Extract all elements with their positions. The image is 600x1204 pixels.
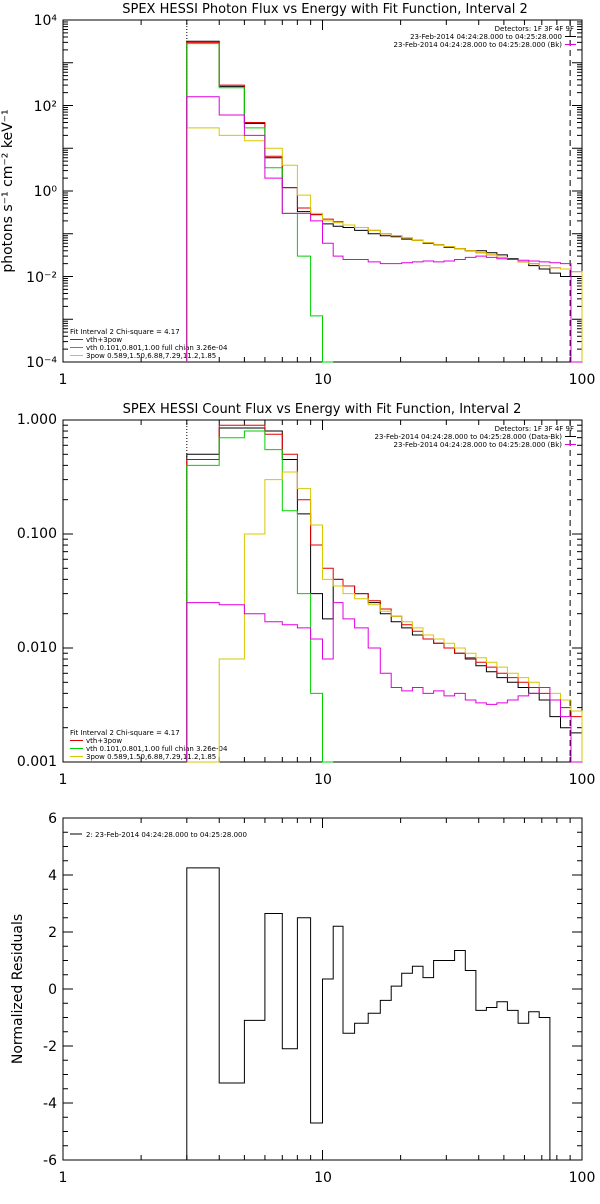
panel1-y-tick-1e-4: 10⁻⁴ bbox=[26, 355, 57, 371]
panel2-series-vth-3pow bbox=[186, 424, 583, 762]
panel3-y-tick-2: 2 bbox=[48, 925, 57, 941]
panel1-y-tick-1e-2: 10⁻² bbox=[26, 270, 57, 286]
panel1-legend: Fit Interval 2 Chi-square = 4.17 vth+3po… bbox=[70, 328, 228, 360]
panel3-y-label: Normalized Residuals bbox=[10, 914, 26, 1064]
panel2-header-detectors: Detectors: 1F 3F 4F 9F bbox=[495, 425, 574, 433]
panel1-marks bbox=[62, 19, 583, 363]
panel1-x-tick-1: 1 bbox=[59, 372, 68, 388]
panel2-x-tick-1: 1 bbox=[59, 772, 68, 788]
panel2-marks bbox=[62, 419, 583, 763]
panel1-y-tick-1e2: 10² bbox=[34, 99, 57, 115]
panel3-y-tick-m6: -6 bbox=[43, 1153, 57, 1169]
panel1-legend-vth3pow: vth+3pow bbox=[86, 336, 122, 344]
photon-flux-panel: SPEX HESSI Photon Flux vs Energy with Fi… bbox=[0, 2, 595, 388]
panel2-legend: Fit Interval 2 Chi-square = 4.17 vth+3po… bbox=[70, 729, 228, 761]
panel1-x-tick-100: 100 bbox=[569, 372, 596, 388]
panel3-y-ticks: -6 -4 -2 0 2 4 6 bbox=[43, 811, 57, 1169]
panel2-header-interval: 23-Feb-2014 04:24:28.000 to 04:25:28.000… bbox=[375, 433, 563, 441]
panel1-legend-vth: vth 0.101,0.801,1.00 full chian 3.26e-04 bbox=[86, 344, 228, 352]
panel1-x-tick-10: 10 bbox=[314, 372, 332, 388]
panel3-y-tick-m2: -2 bbox=[43, 1039, 57, 1055]
panel1-series-data bbox=[186, 40, 583, 362]
panel3-x-tick-100: 100 bbox=[569, 1170, 596, 1186]
panel2-series-3pow bbox=[186, 471, 583, 763]
residuals-panel: 1 10 100 -6 -4 -2 0 2 4 6 Normalized Res… bbox=[10, 811, 595, 1186]
panel3-x-tick-10: 10 bbox=[314, 1170, 332, 1186]
panel2-series-background bbox=[186, 602, 582, 763]
panel2-x-ticks: 1 10 100 bbox=[59, 772, 596, 788]
panel2-x-tick-100: 100 bbox=[569, 772, 596, 788]
panel1-header: Detectors: 1F 3F 4F 9F 23-Feb-2014 04:24… bbox=[394, 25, 574, 49]
panel3-y-tick-m4: -4 bbox=[43, 1096, 57, 1112]
panel1-series-vth bbox=[186, 43, 334, 363]
panel2-header-bk: 23-Feb-2014 04:24:28.000 to 04:25:28.000… bbox=[394, 441, 563, 449]
panel1-header-interval: 23-Feb-2014 04:24:28.000 to 04:25:28.000 bbox=[410, 33, 562, 41]
panel1-header-bk: 23-Feb-2014 04:24:28.000 to 04:25:28.000… bbox=[394, 41, 563, 49]
panel2-y-tick-1.000: 1.000 bbox=[17, 412, 57, 428]
plot-layer bbox=[62, 19, 583, 1161]
panel2-header: Detectors: 1F 3F 4F 9F 23-Feb-2014 04:24… bbox=[375, 425, 574, 449]
panel1-series-vth-3pow bbox=[186, 41, 583, 362]
count-flux-panel: SPEX HESSI Count Flux vs Energy with Fit… bbox=[17, 402, 595, 788]
panel3-x-tick-1: 1 bbox=[59, 1170, 68, 1186]
panel1-y-tick-1e4: 10⁴ bbox=[34, 13, 58, 29]
panel2-series-data bbox=[186, 427, 583, 762]
panel1-y-tick-1e0: 10⁰ bbox=[34, 184, 58, 200]
panel3-series-residuals bbox=[186, 867, 551, 1160]
panel1-legend-fit: Fit Interval 2 Chi-square = 4.17 bbox=[70, 328, 180, 336]
panel2-series-vth bbox=[186, 430, 334, 763]
panel3-y-tick-0: 0 bbox=[48, 982, 57, 998]
panel2-y-tick-0.010: 0.010 bbox=[17, 640, 57, 656]
panel1-title: SPEX HESSI Photon Flux vs Energy with Fi… bbox=[122, 2, 528, 17]
panel2-y-tick-0.100: 0.100 bbox=[17, 526, 57, 542]
panel2-y-ticks: 0.001 0.010 0.100 1.000 bbox=[17, 412, 57, 770]
panel2-legend-vth: vth 0.101,0.801,1.00 full chian 3.26e-04 bbox=[86, 745, 228, 753]
panel2-legend-vth3pow: vth+3pow bbox=[86, 737, 122, 745]
panel3-x-ticks: 1 10 100 bbox=[59, 1170, 596, 1186]
panel2-x-tick-10: 10 bbox=[314, 772, 332, 788]
panel2-title: SPEX HESSI Count Flux vs Energy with Fit… bbox=[123, 402, 522, 417]
panel2-y-tick-0.001: 0.001 bbox=[17, 754, 57, 770]
panel1-legend-3pow: 3pow 0.589,1.50,6.88,7.29,11.2,1.85 bbox=[86, 352, 216, 360]
panel1-y-ticks: 10⁻⁴ 10⁻² 10⁰ 10² 10⁴ bbox=[26, 13, 57, 371]
panel3-y-tick-6: 6 bbox=[48, 811, 57, 827]
panel2-legend-fit: Fit Interval 2 Chi-square = 4.17 bbox=[70, 729, 180, 737]
panel3-legend-label: 2: 23-Feb-2014 04:24:28.000 to 04:25:28.… bbox=[86, 831, 247, 839]
panel3-y-tick-4: 4 bbox=[48, 868, 57, 884]
panel2-legend-3pow: 3pow 0.589,1.50,6.88,7.29,11.2,1.85 bbox=[86, 753, 216, 761]
panel1-x-ticks: 1 10 100 bbox=[59, 372, 596, 388]
panel1-series-background bbox=[186, 96, 582, 363]
panel1-series-3pow bbox=[186, 127, 583, 362]
panel1-header-detectors: Detectors: 1F 3F 4F 9F bbox=[495, 25, 574, 33]
panel3-marks bbox=[62, 817, 583, 1161]
panel1-frame bbox=[62, 19, 583, 363]
panel1-y-label: photons s⁻¹ cm⁻² keV⁻¹ bbox=[0, 109, 16, 272]
